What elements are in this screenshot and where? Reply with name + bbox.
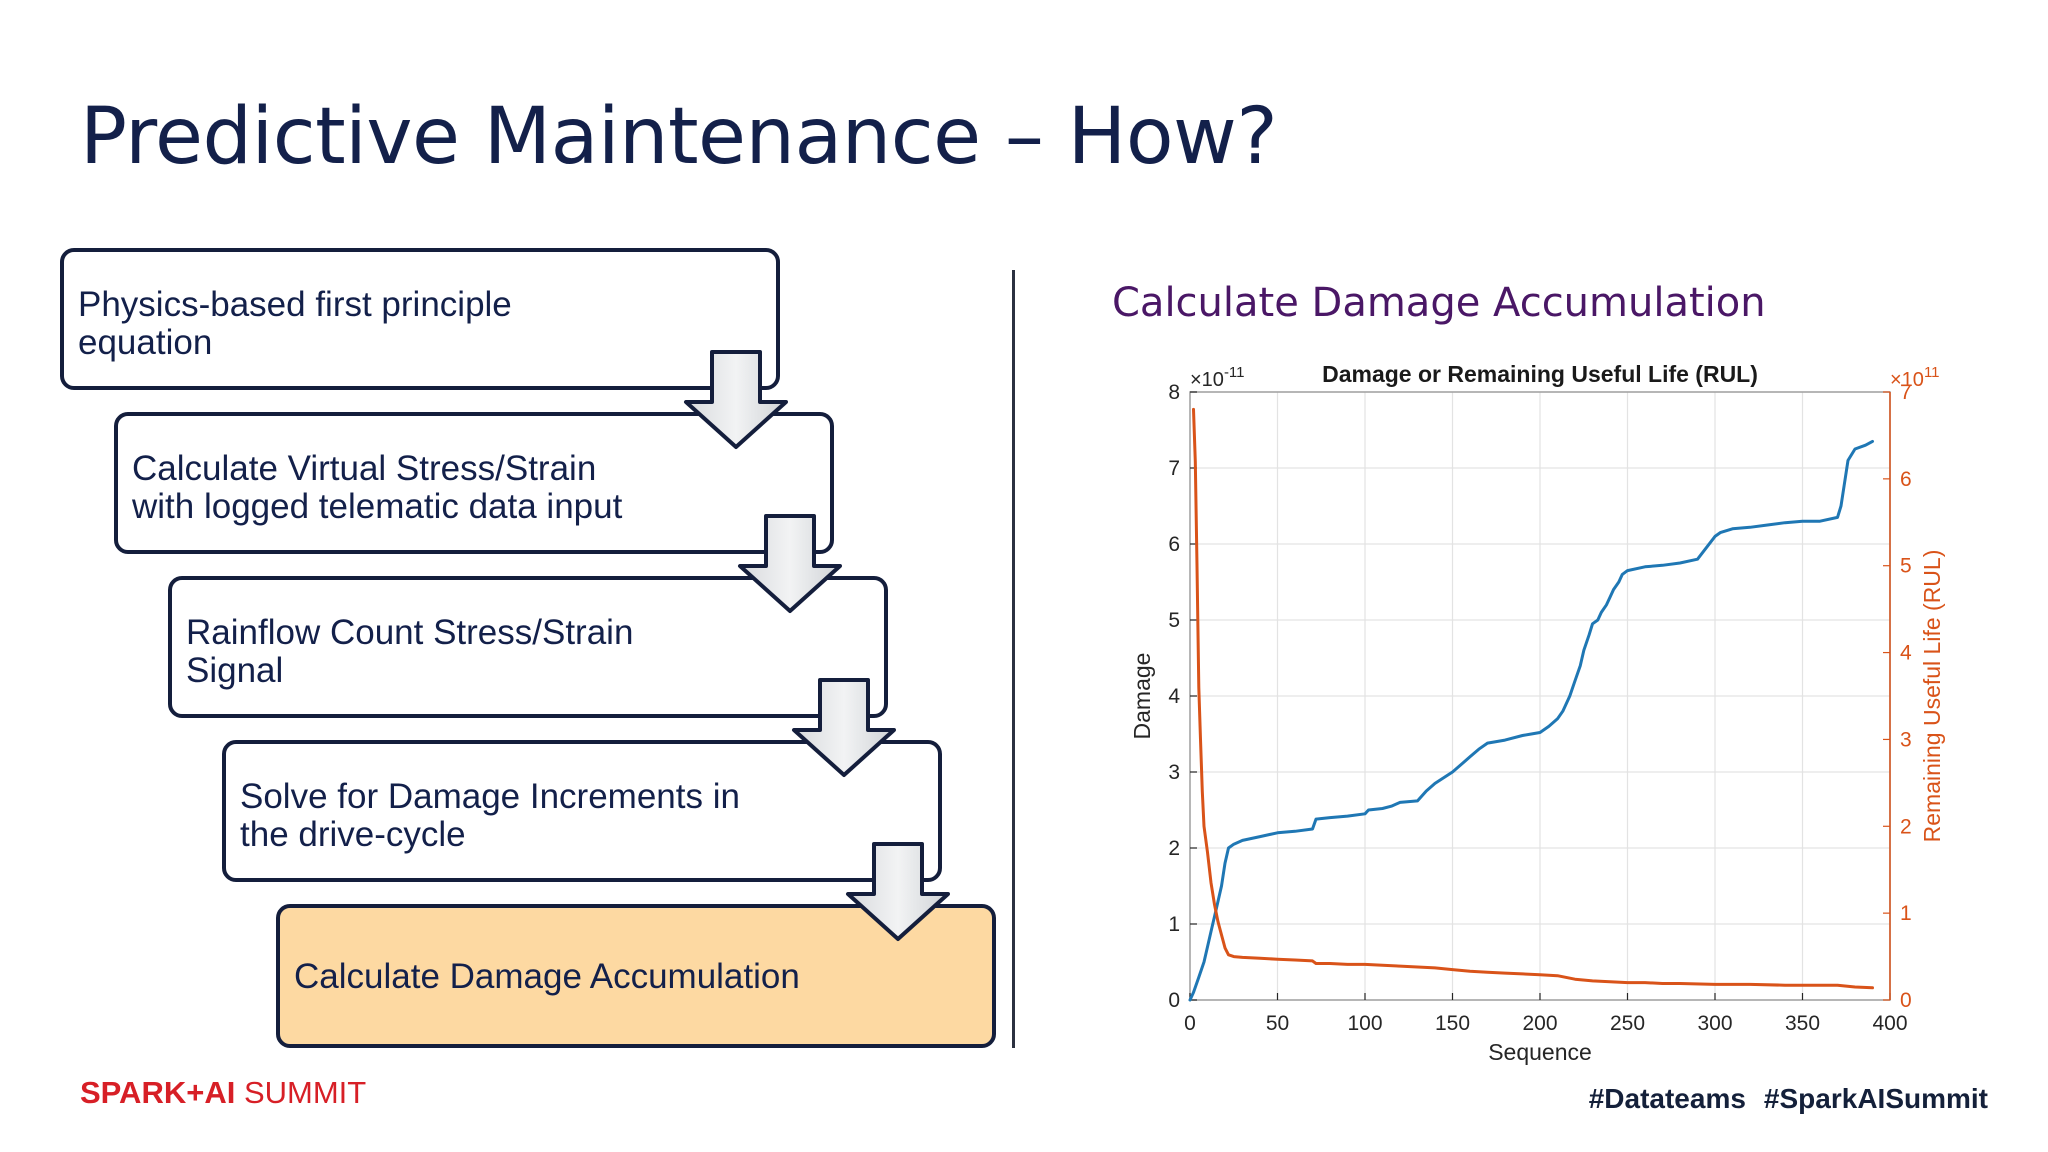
y-right-tick-label: 1 bbox=[1900, 902, 1912, 925]
y-left-tick-label: 4 bbox=[1168, 685, 1180, 708]
x-axis-label: Sequence bbox=[1488, 1039, 1592, 1065]
exponent-power: -11 bbox=[1224, 364, 1245, 381]
flow-step-2: Calculate Virtual Stress/Strain with log… bbox=[114, 412, 834, 554]
damage-series-line bbox=[1188, 439, 1874, 1002]
x-tick-label: 300 bbox=[1697, 1012, 1732, 1035]
y-right-tick-label: 4 bbox=[1900, 642, 1912, 665]
y-left-tick-label: 0 bbox=[1168, 989, 1180, 1012]
chart-series bbox=[1188, 407, 1874, 1002]
x-tick-label: 50 bbox=[1266, 1012, 1289, 1035]
down-arrow-icon bbox=[684, 350, 788, 449]
chart-grid bbox=[1189, 391, 1891, 1001]
y-right-tick-label: 0 bbox=[1900, 989, 1912, 1012]
flow-step-5: Calculate Damage Accumulation bbox=[276, 904, 996, 1048]
y-right-tick-label: 6 bbox=[1900, 468, 1912, 491]
chart-title: Damage or Remaining Useful Life (RUL) bbox=[1322, 361, 1758, 387]
chart-axes: 0 50 100 150 200 250 300 350 4000123456780123456… bbox=[1168, 381, 1912, 1035]
y-axis-left-exponent: ×10-11 bbox=[1190, 364, 1245, 391]
hashtags: #Datateams #SparkAISummit bbox=[1589, 1083, 1988, 1115]
y-axis-left-label: Damage bbox=[1129, 653, 1155, 740]
logo-suffix: SUMMIT bbox=[235, 1075, 367, 1110]
x-tick-label: 100 bbox=[1347, 1012, 1382, 1035]
x-tick-label: 0 bbox=[1184, 1012, 1196, 1035]
down-arrow-icon bbox=[792, 678, 896, 777]
y-left-tick-label: 2 bbox=[1168, 837, 1180, 860]
y-left-tick-label: 7 bbox=[1168, 457, 1180, 480]
down-arrow-icon bbox=[738, 514, 842, 613]
exponent-power: 11 bbox=[1924, 364, 1940, 381]
flow-step-1: Physics-based first principle equation bbox=[60, 248, 780, 390]
down-arrow-icon bbox=[846, 842, 950, 941]
exponent-base: ×10 bbox=[1190, 369, 1224, 391]
y-left-tick-label: 8 bbox=[1168, 381, 1180, 404]
x-tick-label: 350 bbox=[1785, 1012, 1820, 1035]
y-axis-right-exponent: ×1011 bbox=[1890, 364, 1940, 391]
y-left-tick-label: 1 bbox=[1168, 913, 1180, 936]
hashtag: #Datateams bbox=[1588, 1083, 1746, 1114]
flow-step-3-line-1: Rainflow Count Stress/Strain bbox=[186, 613, 634, 652]
flow-step-3-line-2: Signal bbox=[186, 651, 284, 690]
y-left-tick-label: 5 bbox=[1168, 609, 1180, 632]
y-left-tick-label: 6 bbox=[1168, 533, 1180, 556]
y-right-tick-label: 5 bbox=[1900, 555, 1912, 578]
y-axis-right-label: Remaining Useful Life (RUL) bbox=[1919, 550, 1945, 843]
x-tick-label: 250 bbox=[1610, 1012, 1645, 1035]
flow-step-3: Rainflow Count Stress/Strain Signal bbox=[168, 576, 888, 718]
flow-step-5-line-1: Calculate Damage Accumulation bbox=[294, 957, 800, 996]
y-left-tick-label: 3 bbox=[1168, 761, 1180, 784]
flow-step-2-line-1: Calculate Virtual Stress/Strain bbox=[132, 449, 597, 488]
rul-series-line bbox=[1192, 407, 1874, 990]
x-tick-label: 150 bbox=[1435, 1012, 1470, 1035]
flow-step-4-line-1: Solve for Damage Increments in bbox=[240, 777, 740, 816]
y-right-tick-label: 2 bbox=[1900, 815, 1912, 838]
chart-section-heading: Calculate Damage Accumulation bbox=[1112, 280, 1766, 326]
x-tick-label: 400 bbox=[1872, 1012, 1907, 1035]
flow-step-1-line-2: equation bbox=[78, 323, 213, 362]
flow-step-2-line-2: with logged telematic data input bbox=[132, 487, 623, 526]
logo-brand: SPARK+AI bbox=[80, 1075, 236, 1110]
exponent-base: ×10 bbox=[1890, 369, 1924, 391]
flow-step-4: Solve for Damage Increments in the drive… bbox=[222, 740, 942, 882]
flow-step-4-line-2: the drive-cycle bbox=[240, 815, 466, 854]
flow-step-1-line-1: Physics-based first principle bbox=[78, 285, 512, 324]
x-tick-label: 200 bbox=[1522, 1012, 1557, 1035]
hashtag: #SparkAISummit bbox=[1763, 1083, 1988, 1114]
y-right-tick-label: 7 bbox=[1900, 381, 1912, 404]
spark-ai-summit-logo: SPARK+AI SUMMIT bbox=[80, 1076, 366, 1110]
y-right-tick-label: 3 bbox=[1900, 728, 1912, 751]
column-divider bbox=[1012, 270, 1015, 1048]
page-title: Predictive Maintenance – How? bbox=[80, 92, 1278, 182]
